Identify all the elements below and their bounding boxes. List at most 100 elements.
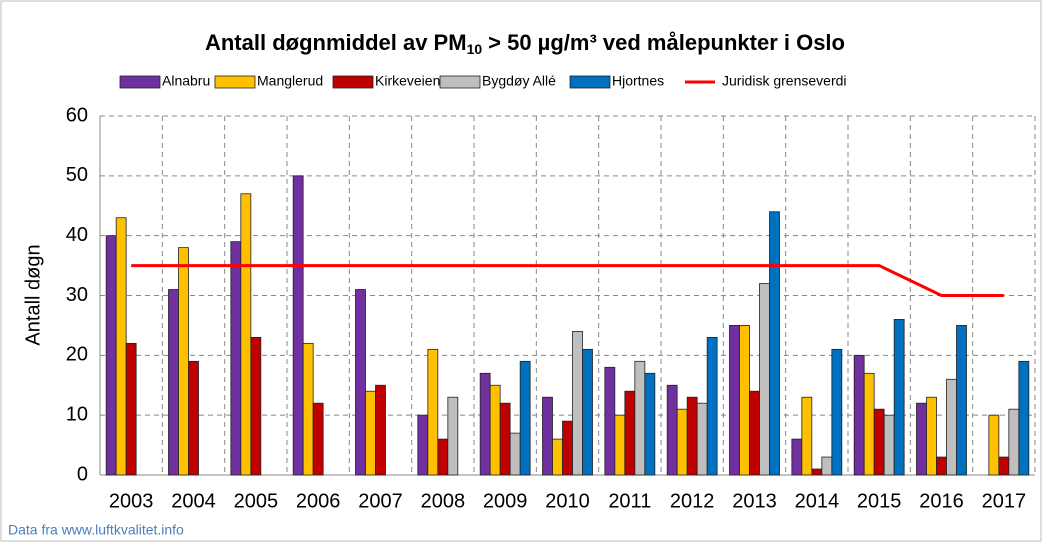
bar <box>926 396 937 476</box>
y-tick-label: 10 <box>66 403 88 425</box>
bar <box>769 211 780 476</box>
bar <box>447 396 459 476</box>
bar <box>582 348 593 476</box>
bar <box>666 384 678 476</box>
x-tick-label: 2003 <box>109 490 154 512</box>
bar <box>916 402 927 476</box>
x-tick-label: 2010 <box>545 490 590 512</box>
bar <box>375 384 386 476</box>
x-tick-label: 2017 <box>982 490 1027 512</box>
x-tick-label: 2016 <box>919 490 964 512</box>
bar <box>686 396 698 476</box>
legend-label: Manglerud <box>257 73 323 89</box>
bar <box>312 402 324 476</box>
bar <box>873 408 885 476</box>
bar <box>998 456 1010 476</box>
y-tick-label: 60 <box>66 104 88 126</box>
bar <box>542 396 553 476</box>
bar <box>178 247 189 476</box>
bar <box>624 390 636 476</box>
bar <box>801 396 813 476</box>
bar <box>168 289 179 476</box>
bar <box>791 438 803 476</box>
legend-label: Bygdøy Allé <box>482 73 556 89</box>
bar <box>956 325 967 476</box>
bar <box>427 348 439 476</box>
bar <box>831 348 843 476</box>
x-tick-label: 2015 <box>857 490 902 512</box>
x-tick-label: 2009 <box>483 490 528 512</box>
bar <box>644 372 656 476</box>
bar <box>250 336 262 476</box>
bar <box>853 354 865 476</box>
bar <box>614 414 626 476</box>
bar <box>499 402 511 476</box>
bar <box>883 414 895 476</box>
x-tick-label: 2005 <box>234 490 279 512</box>
legend-label: Alnabru <box>162 73 210 89</box>
legend-swatch <box>439 75 481 89</box>
bar <box>1008 408 1020 476</box>
bar <box>489 384 501 476</box>
x-tick-label: 2013 <box>732 490 777 512</box>
bar <box>676 408 688 476</box>
legend-label: Hjortnes <box>612 73 664 89</box>
bar <box>706 336 718 476</box>
x-tick-label: 2004 <box>171 490 216 512</box>
legend-swatch <box>214 75 256 89</box>
y-tick-label: 40 <box>66 224 88 246</box>
bar <box>572 330 583 476</box>
bar <box>604 366 616 476</box>
source-note: Data fra www.luftkvalitet.info <box>8 522 184 538</box>
x-tick-label: 2012 <box>670 490 715 512</box>
bar <box>519 360 531 476</box>
bar <box>893 319 905 476</box>
bar <box>240 193 252 476</box>
y-tick-label: 0 <box>77 463 88 485</box>
bar <box>230 241 242 476</box>
title-part: Antall døgnmiddel av PM <box>205 30 467 55</box>
legend-label: Kirkeveien <box>375 73 440 89</box>
bar <box>988 414 1000 476</box>
bar <box>479 372 491 476</box>
legend-swatch <box>332 75 374 89</box>
y-axis-label: Antall døgn <box>22 244 44 345</box>
title-subscript: 10 <box>467 41 483 57</box>
bar <box>125 342 137 476</box>
bar <box>437 438 449 476</box>
y-tick-label: 50 <box>66 164 88 186</box>
bar <box>634 360 646 476</box>
bar <box>552 438 563 476</box>
bar <box>417 414 429 476</box>
y-tick-label: 20 <box>66 344 88 366</box>
bar <box>1018 360 1030 476</box>
legend-swatch <box>569 75 611 89</box>
bar <box>729 325 740 476</box>
bar <box>188 360 199 476</box>
x-tick-label: 2008 <box>421 490 466 512</box>
y-tick-label: 30 <box>66 284 88 306</box>
bar <box>749 390 760 476</box>
bar <box>696 402 708 476</box>
legend-label: Juridisk grenseverdi <box>722 73 847 89</box>
bar <box>946 378 957 476</box>
limit-line <box>131 264 1004 297</box>
x-tick-label: 2014 <box>795 490 840 512</box>
x-tick-label: 2007 <box>358 490 403 512</box>
bar <box>105 235 117 476</box>
bar <box>739 325 750 476</box>
bar <box>759 283 770 476</box>
bar <box>811 468 823 476</box>
bar <box>936 456 947 476</box>
title-part: > 50 µg/m³ ved målepunkter i Oslo <box>488 30 845 55</box>
bar <box>562 420 573 476</box>
bar <box>355 289 366 476</box>
bar <box>863 372 875 476</box>
x-tick-label: 2011 <box>608 490 651 512</box>
bar <box>365 390 376 476</box>
bar <box>509 432 521 476</box>
bar <box>302 342 314 476</box>
bar <box>115 217 127 476</box>
bar <box>292 175 304 476</box>
